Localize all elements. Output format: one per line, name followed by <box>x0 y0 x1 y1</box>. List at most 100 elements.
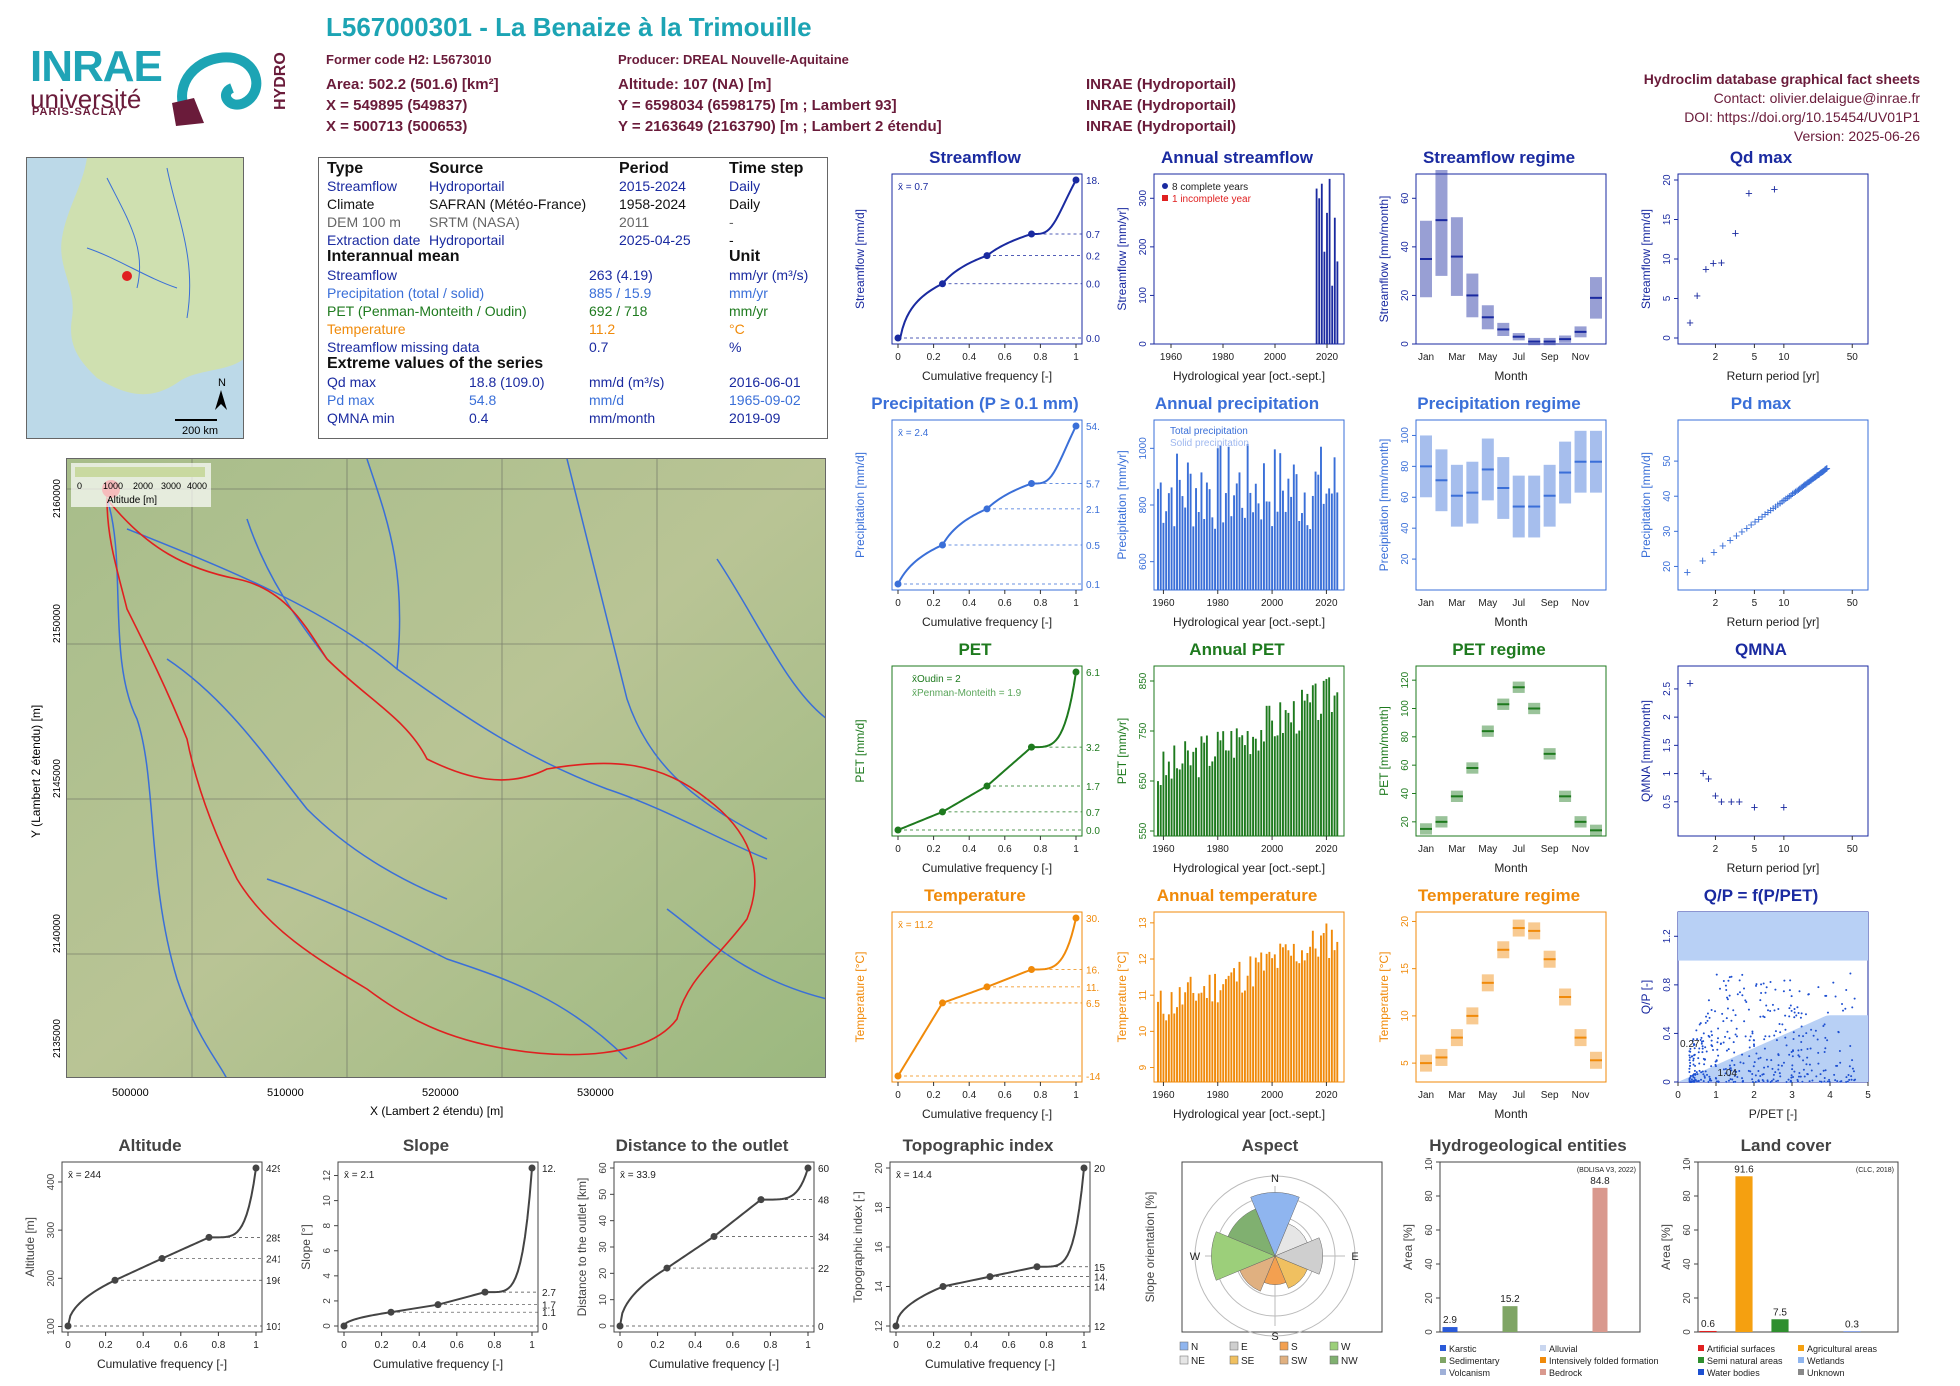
precip_cdf-point <box>983 505 991 513</box>
qp-point <box>1798 1072 1801 1075</box>
doi[interactable]: DOI: https://doi.org/10.15454/UV01P1 <box>1684 109 1920 125</box>
qd_max-point: + <box>1693 288 1701 303</box>
source-2: INRAE (Hydroportail) <box>1086 97 1236 114</box>
qp-point <box>1735 1027 1738 1030</box>
annual_temp-bar <box>1216 1002 1219 1082</box>
landcover-legend-5: Unknown <box>1807 1368 1845 1376</box>
altitude_cdf-xlabel: Cumulative frequency [-] <box>97 1357 227 1371</box>
aspect-legend-SE: SE <box>1241 1356 1255 1367</box>
aspect-legend-W: W <box>1341 1342 1351 1353</box>
x-tick-label: 0.2 <box>651 1340 665 1351</box>
hydrogeo-note: (BDLISA V3, 2022) <box>1577 1167 1636 1174</box>
qp-point <box>1793 1016 1796 1019</box>
contact[interactable]: Contact: olivier.delaigue@inrae.fr <box>1713 90 1920 106</box>
annual_precip-bar <box>1325 493 1328 590</box>
qp-point <box>1769 1080 1772 1083</box>
month-label: Jan <box>1418 598 1434 609</box>
qp-point <box>1741 973 1744 976</box>
qp_scatter-title: Q/P = f(P/PET) <box>1703 886 1819 905</box>
qp-point <box>1838 1050 1841 1053</box>
y-tick-label: 100 <box>1400 427 1411 444</box>
qp-point <box>1765 1058 1768 1061</box>
y-tick-label: 9 <box>1138 1064 1149 1070</box>
qp_scatter-ylabel: Q/P [-] <box>1639 980 1653 1014</box>
hydrogeo-bar-0 <box>1442 1327 1458 1332</box>
pd_max-point: + <box>1733 528 1741 543</box>
x-tick-label: 2 <box>1713 844 1719 855</box>
precip_cdf-ylabel: Precipitation [mm/d] <box>853 452 867 558</box>
qp-point <box>1790 1050 1793 1053</box>
annual_pet-bar <box>1254 738 1257 836</box>
pd_max-point: + <box>1782 491 1790 506</box>
annual_temp-bar <box>1268 951 1271 1082</box>
annual_streamflow-bar <box>1320 183 1323 344</box>
annual_pet-bar <box>1224 750 1227 836</box>
qp-point <box>1703 1058 1706 1061</box>
annual_pet-title: Annual PET <box>1189 640 1285 659</box>
qp-point <box>1732 1009 1735 1012</box>
qp-point <box>1734 1070 1737 1073</box>
x-tick-label: 0.8 <box>1033 1090 1047 1101</box>
qp-point <box>1802 1068 1805 1071</box>
qp-point <box>1705 1015 1708 1018</box>
streamflow_cdf-point <box>939 280 946 288</box>
slope_cdf-xlabel: Cumulative frequency [-] <box>373 1357 503 1371</box>
pd_max-point: + <box>1755 511 1763 526</box>
precip_regime: Precipitation regime Month Precipitation [… <box>1374 394 1624 634</box>
qp-point <box>1837 1031 1840 1034</box>
pd_max-point: + <box>1823 461 1831 476</box>
slope_cdf-point <box>434 1301 442 1309</box>
y-tick-label: 40 <box>1662 490 1673 502</box>
annual_pet-bar <box>1203 742 1206 836</box>
map-ytick-0: 2135000 <box>52 1019 63 1058</box>
qp-point <box>1842 1009 1845 1012</box>
landcover-legend-0: Artificial surfaces <box>1707 1344 1776 1354</box>
streamflow_regime-svg: Month Streamflow [mm/month] Jan Mar May Jul Se… <box>1377 170 1607 383</box>
qp-point <box>1804 1013 1807 1016</box>
qmna-ylabel: QMNA [mm/month] <box>1639 700 1653 802</box>
pet_cdf-point <box>983 782 991 790</box>
month-label: Sep <box>1541 1090 1559 1101</box>
annual_precip-bar <box>1336 492 1339 590</box>
landcover-legend-1: Agricultural areas <box>1807 1344 1878 1354</box>
pd_max-svg: Return period [yr] Precipitation [mm/d] 2 5… <box>1639 419 1869 629</box>
qd_max-ylabel: Streamflow [mm/d] <box>1639 209 1653 309</box>
temp_cdf-point <box>1072 914 1080 922</box>
map-ytick-2: 2145000 <box>52 759 63 798</box>
annual_precip-bar <box>1311 495 1314 590</box>
streamflow_cdf-svg: Cumulative frequency [-] Streamflow [mm/d… <box>853 173 1100 383</box>
distance_cdf-right-tick: 22 <box>818 1264 830 1275</box>
aspect-legend-NW: NW <box>1341 1356 1358 1367</box>
qp-point <box>1743 1020 1746 1023</box>
qp-point <box>1730 1019 1733 1022</box>
pd_max-point: + <box>1800 478 1808 493</box>
y-tick-label: 15 <box>1400 963 1411 975</box>
qp-point <box>1739 1061 1742 1064</box>
slope_cdf-point <box>528 1164 536 1172</box>
qp-point <box>1688 1050 1691 1053</box>
h-ext: Extreme values of the series <box>327 355 544 372</box>
month-label: Sep <box>1541 844 1559 855</box>
precip_regime-xlabel: Month <box>1494 615 1527 629</box>
annual_temp-bar <box>1322 932 1325 1082</box>
streamflow_cdf-point <box>983 252 991 260</box>
map-xtick-2: 520000 <box>422 1087 459 1099</box>
catchment-map[interactable]: 0 1000 2000 3000 4000 Altitude [m] <box>66 458 826 1078</box>
hydrogeo-bar-value: 15.2 <box>1500 1294 1520 1305</box>
annual_precip-bar <box>1330 493 1333 590</box>
qp-point <box>1708 1035 1711 1038</box>
pd_max-point: + <box>1803 476 1811 491</box>
month-label: Jul <box>1512 352 1525 363</box>
qp-point <box>1741 1079 1744 1082</box>
qp-point <box>1699 1022 1702 1025</box>
pd_max-point: + <box>1809 471 1817 486</box>
qp-point <box>1731 1078 1734 1081</box>
annual_temp-bar <box>1195 1000 1197 1082</box>
legend-title: Altitude [m] <box>107 495 157 506</box>
pd_max-point: + <box>1804 475 1812 490</box>
qp-point <box>1731 1059 1734 1062</box>
e3-val: 0.4 <box>469 410 489 426</box>
annual_temp-bar <box>1159 990 1162 1082</box>
annual_pet-bar <box>1320 713 1322 836</box>
qp-point <box>1693 1047 1696 1050</box>
